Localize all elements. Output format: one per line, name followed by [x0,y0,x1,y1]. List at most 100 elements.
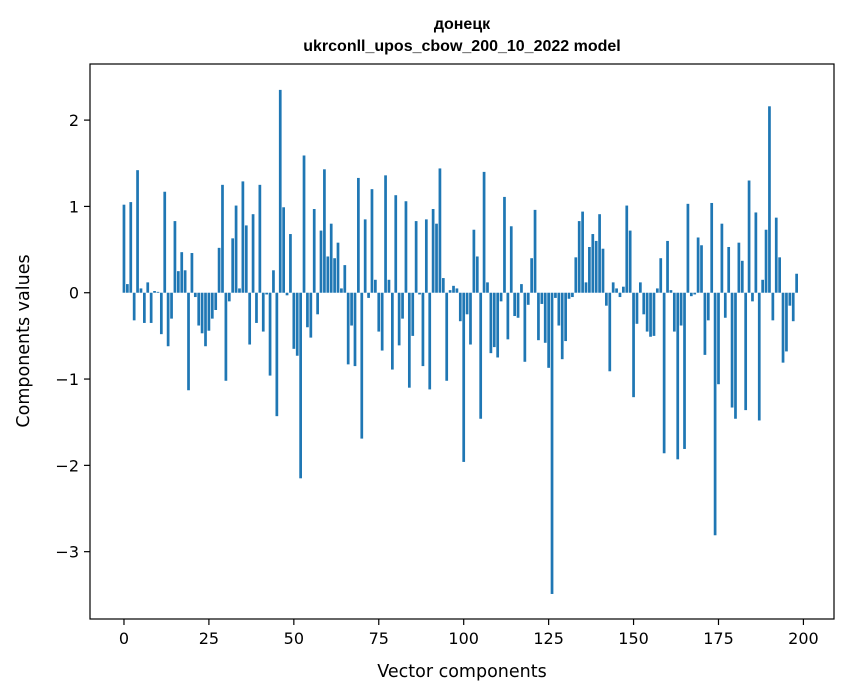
bar [693,292,697,295]
bar [768,106,771,293]
bar [791,292,795,322]
bar [316,292,319,315]
bar [567,292,571,299]
bar [547,292,550,368]
bar [414,221,418,293]
bar [564,292,567,342]
bar [788,292,792,306]
bar [166,292,170,347]
bar [210,292,214,319]
bar [251,214,255,293]
bar [217,247,221,293]
x-tick-label: 75 [369,629,389,648]
bar [601,248,605,293]
bar [662,292,666,454]
bar [146,282,150,293]
bar [526,292,530,305]
bar [333,258,336,293]
bar [360,292,364,439]
bar [132,292,136,321]
bar [469,292,472,345]
bar [734,292,737,419]
y-tick-label: −3 [55,543,79,562]
bar [557,292,561,326]
bar [122,204,126,293]
bar [754,212,758,293]
bar [574,257,578,293]
y-tick-label: 2 [69,111,79,130]
bar [289,234,292,293]
x-tick-label: 100 [448,629,479,648]
bar [421,292,425,367]
bar [475,256,479,293]
bar [506,292,510,340]
bar [285,292,289,296]
bar [730,292,734,408]
bar [672,292,676,332]
bar [306,292,309,328]
bar [465,292,469,315]
bar [343,265,347,293]
bar [594,240,598,293]
y-tick-label: −2 [55,456,79,475]
bar [598,214,601,293]
bar [357,177,360,293]
bar [666,240,669,293]
x-axis: 0 25 50 75 100 125 150 175 200 [119,619,819,648]
bar [744,292,748,411]
plot-frame [89,63,835,620]
bar [248,292,252,345]
bar [435,223,438,293]
bar [615,288,618,293]
bar [234,205,238,293]
bar [299,292,302,479]
bar [418,292,421,295]
bar [516,292,520,318]
bar [513,292,517,317]
bar [645,292,649,332]
bar [652,292,656,336]
bar [377,292,381,332]
bar [265,292,269,295]
bar [571,292,574,298]
bar [520,284,523,293]
bar [618,292,622,298]
bar [126,284,129,293]
bar [329,223,333,293]
bar [170,292,173,319]
x-tick-label: 150 [618,629,649,648]
bar [588,246,591,293]
bar [781,292,785,363]
bar [391,292,394,370]
bar [340,288,343,293]
bar [448,290,452,293]
bar [190,253,194,293]
bar [543,292,547,343]
bar [394,195,398,293]
bar [676,292,680,460]
bar [509,226,513,293]
bar [550,292,554,594]
bar [187,292,190,391]
bar [479,292,483,419]
bar [380,292,384,351]
bar [139,288,143,293]
bar [747,180,751,293]
bar [370,189,374,293]
bar [238,288,241,293]
bar [193,292,197,298]
bar [499,292,503,302]
bar [628,230,632,293]
bar [183,270,187,293]
bar [774,217,778,293]
bar [486,282,489,293]
bar [764,229,768,293]
bar [717,292,720,385]
bar [401,292,404,319]
bar [336,242,340,293]
bar [353,292,357,367]
bar [523,292,527,362]
bar [275,292,279,417]
bar [411,292,415,336]
bar [363,219,367,293]
